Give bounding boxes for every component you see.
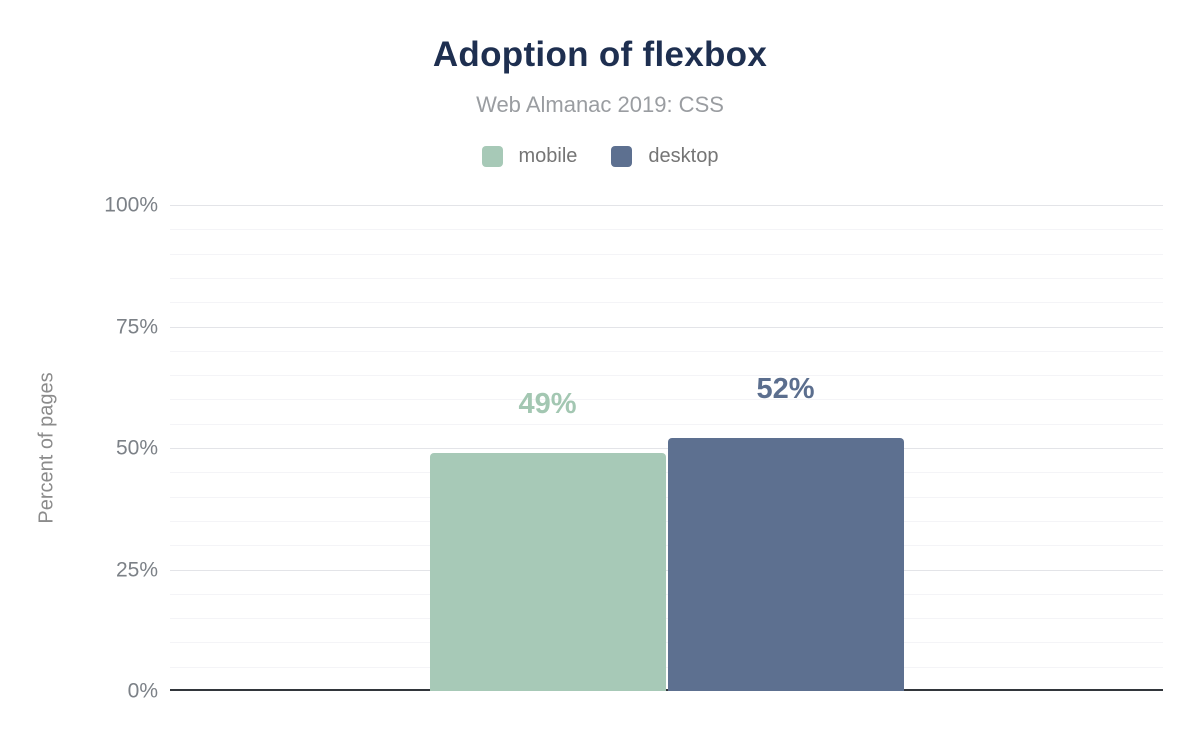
- y-tick-label: 25%: [115, 558, 158, 581]
- minor-gridline: [170, 472, 1163, 474]
- bar-desktop: [667, 438, 904, 691]
- minor-gridline: [170, 302, 1163, 304]
- minor-gridline: [170, 618, 1163, 620]
- minor-gridline: [170, 229, 1163, 231]
- minor-gridline: [170, 350, 1163, 352]
- minor-gridline: [170, 253, 1163, 255]
- legend-item-mobile: mobile: [481, 145, 578, 168]
- major-gridline: [170, 569, 1163, 571]
- major-gridline: [170, 326, 1163, 328]
- bar-mobile: [429, 453, 666, 691]
- chart-title: Adoption of flexbox: [432, 35, 768, 74]
- legend-label: desktop: [648, 145, 719, 168]
- minor-gridline: [170, 423, 1163, 425]
- minor-gridline: [170, 496, 1163, 498]
- minor-gridline: [170, 520, 1163, 522]
- minor-gridline: [170, 375, 1163, 377]
- bar-value-label-desktop: 52%: [756, 373, 815, 405]
- legend-swatch-icon: [611, 146, 633, 168]
- bar-value-label-mobile: 49%: [518, 388, 577, 420]
- y-tick-label: 75%: [115, 315, 158, 338]
- legend-item-desktop: desktop: [611, 145, 718, 168]
- plot-area: 49% 52%: [170, 205, 1163, 691]
- x-axis-baseline: [170, 689, 1163, 691]
- y-tick-label: 0%: [127, 679, 158, 703]
- y-tick-label: 100%: [104, 193, 158, 217]
- legend-label: mobile: [518, 145, 578, 168]
- major-gridline: [170, 448, 1163, 449]
- minor-gridline: [170, 277, 1163, 279]
- minor-gridline: [170, 666, 1163, 668]
- minor-gridline: [170, 593, 1163, 595]
- minor-gridline: [170, 399, 1163, 401]
- legend: mobile desktop: [0, 145, 1200, 168]
- minor-gridline: [170, 642, 1163, 644]
- major-gridline: [170, 205, 1163, 206]
- y-tick-label: 50%: [115, 436, 158, 460]
- y-axis-ticks: 0% 25% 50% 75% 100%: [0, 195, 158, 702]
- legend-swatch-icon: [481, 146, 503, 168]
- minor-gridline: [170, 545, 1163, 547]
- chart-subtitle: Web Almanac 2019: CSS: [476, 92, 724, 117]
